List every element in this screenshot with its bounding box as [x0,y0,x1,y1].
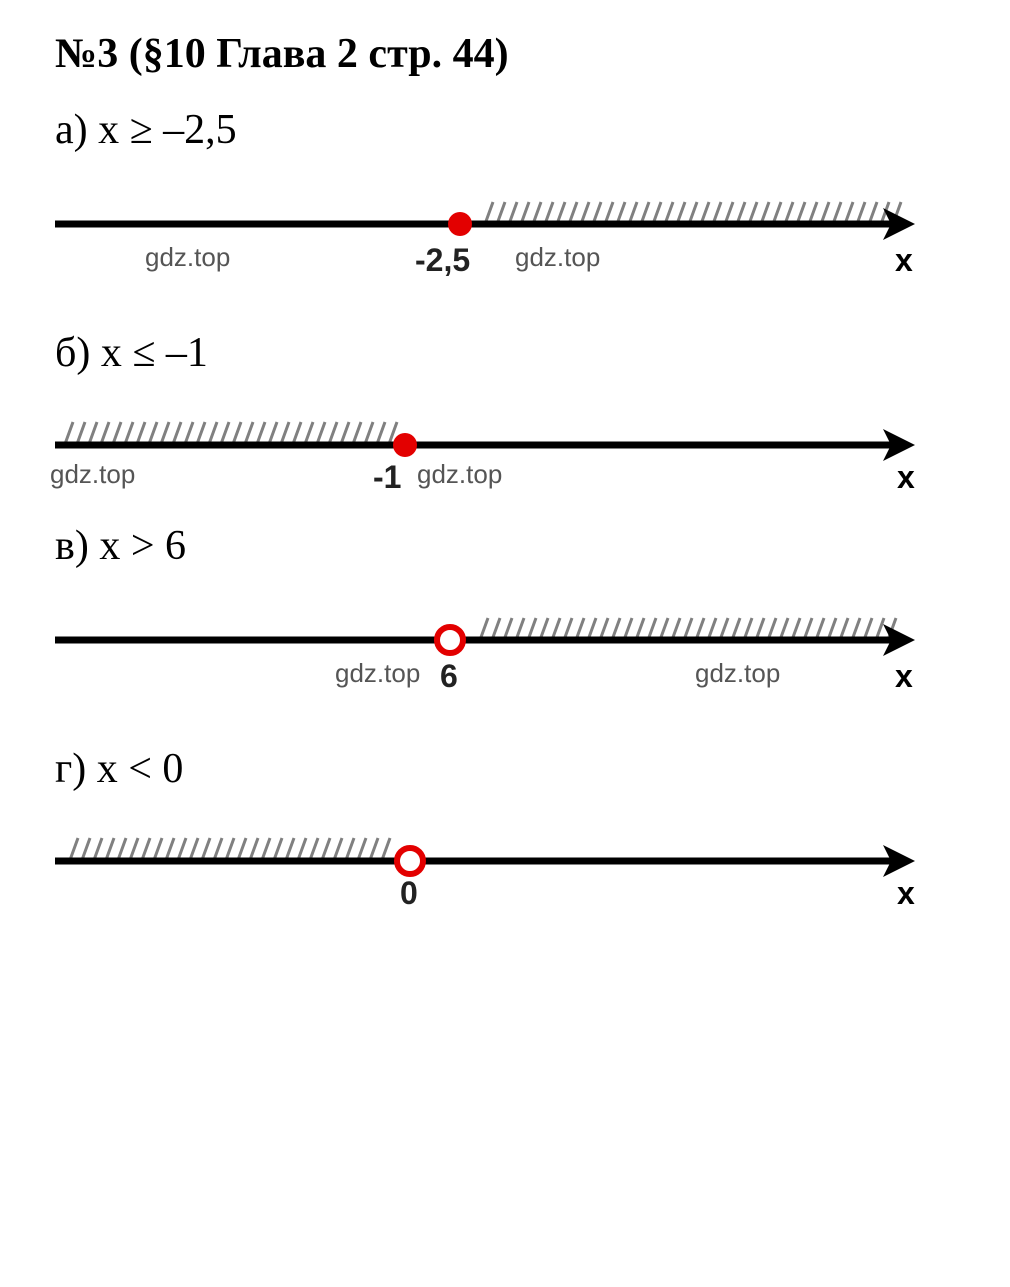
problem-a-label: а) x ≥ –2,5 [55,106,955,154]
watermark: gdz.top [145,242,230,273]
diagram-a: -2,5 x gdz.top gdz.top [55,184,935,314]
watermark: gdz.top [50,459,135,490]
page-title: №3 (§10 Глава 2 стр. 44) [55,30,955,78]
point-label: 0 [400,875,418,912]
watermark: gdz.top [515,242,600,273]
watermark: gdz.top [695,658,780,689]
watermark: gdz.top [417,459,502,490]
axis-label: x [897,875,915,912]
axis-label: x [897,459,915,496]
problem-b-label: б) x ≤ –1 [55,329,955,377]
diagram-b: -1xgdz.topgdz.top [55,407,935,507]
point-label: -2,5 [415,242,470,279]
axis-label: x [895,658,913,695]
point-label: -1 [373,459,401,496]
diagram-v: 6 x gdz.top gdz.top [55,600,935,730]
diagram-g: 0x [55,823,935,923]
problem-g-label: г) x < 0 [55,745,955,793]
problem-v-label: в) x > 6 [55,522,955,570]
point-label: 6 [440,658,458,695]
axis-label: x [895,242,913,279]
watermark: gdz.top [335,658,420,689]
